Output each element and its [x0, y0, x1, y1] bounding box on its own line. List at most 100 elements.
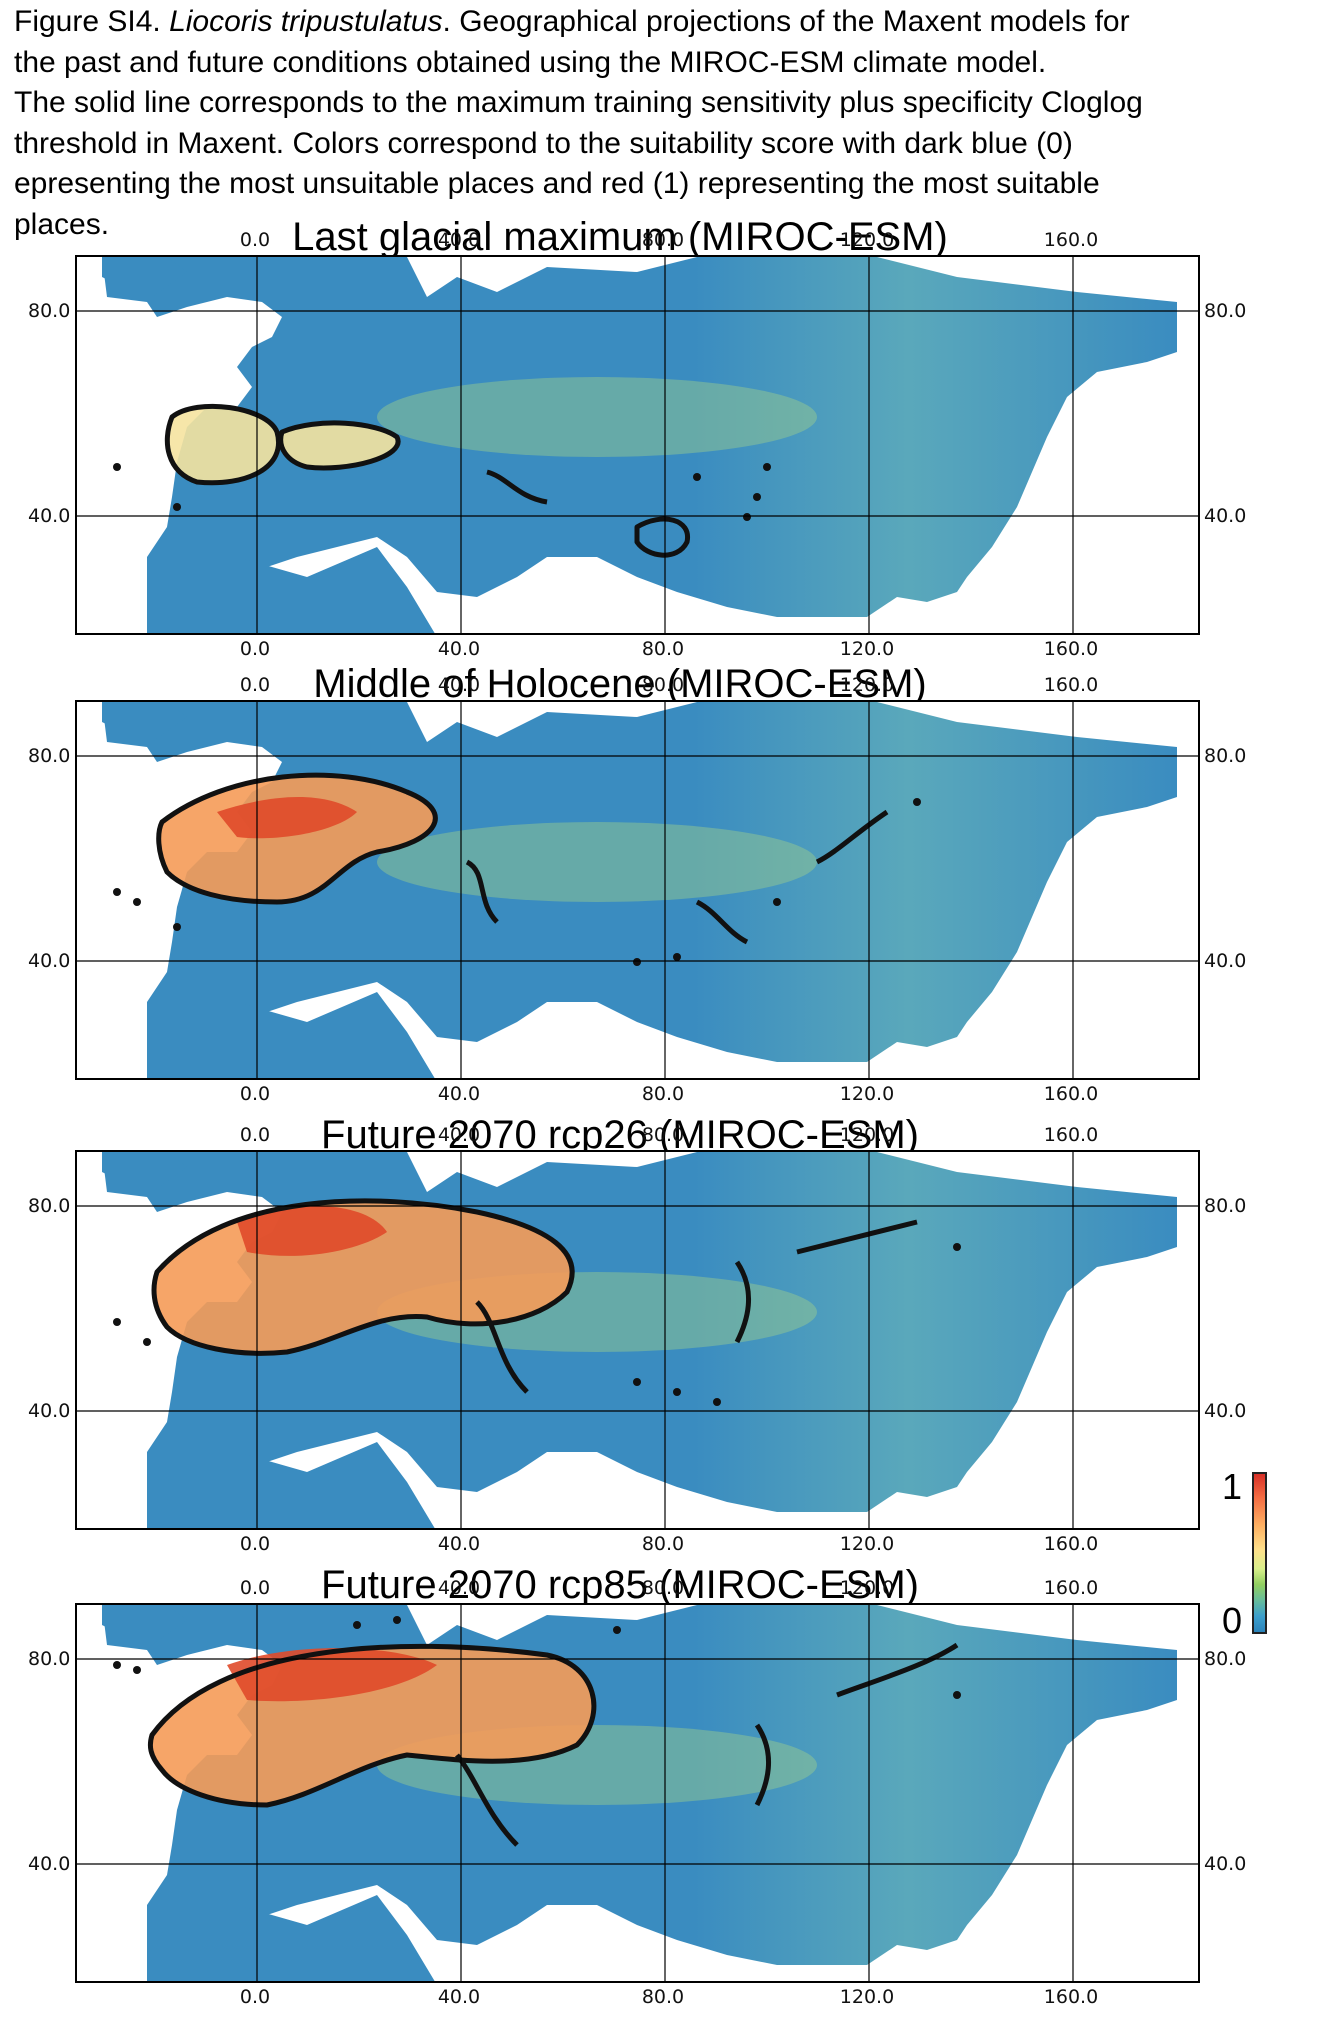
- threshold-point: [393, 1616, 401, 1624]
- threshold-point: [173, 503, 181, 511]
- threshold-point: [753, 493, 761, 501]
- colorbar-min-label: 0: [1222, 1600, 1243, 1641]
- panel-title-lgm: Last glacial maximum (MIROC-ESM): [292, 215, 948, 259]
- lat-tick-label-left: 80.0: [28, 745, 71, 767]
- greenland-landmass: [102, 702, 187, 742]
- threshold-point: [953, 1243, 961, 1251]
- lon-tick-label-bottom: 40.0: [437, 1083, 481, 1105]
- lat-tick-label-right: 40.0: [1204, 505, 1247, 527]
- threshold-point: [113, 888, 121, 896]
- lon-tick-label-bottom: 160.0: [1043, 638, 1099, 660]
- threshold-contour-line: [796, 1219, 918, 1255]
- greenland-landmass: [102, 257, 187, 297]
- threshold-contour-line: [634, 516, 690, 558]
- lon-tick-label-bottom: 80.0: [641, 1533, 685, 1555]
- threshold-contour-line: [465, 859, 499, 924]
- threshold-contour-line: [754, 1723, 772, 1807]
- lat-tick-label-left: 80.0: [28, 300, 71, 322]
- north-africa-landmass: [147, 1895, 435, 1981]
- caption-line-3: The solid line corresponds to the maximu…: [14, 86, 1143, 119]
- lon-tick-label-bottom: 160.0: [1043, 1083, 1099, 1105]
- threshold-point: [713, 1398, 721, 1406]
- lon-tick-label-top: 0.0: [239, 229, 271, 251]
- lat-tick-label-right: 80.0: [1204, 745, 1247, 767]
- threshold-contour-line: [815, 809, 889, 865]
- threshold-point: [913, 798, 921, 806]
- lon-tick-label-bottom: 40.0: [437, 1533, 481, 1555]
- threshold-point: [673, 1388, 681, 1396]
- lat-tick-label-left: 80.0: [28, 1195, 71, 1217]
- caption-line-2: the past and future conditions obtained …: [14, 45, 1047, 79]
- suitability-map: [77, 1152, 1198, 1528]
- colorbar-max-label: 1: [1222, 1466, 1243, 1507]
- suitability-map: [77, 702, 1198, 1078]
- lat-tick-label-left: 40.0: [28, 505, 71, 527]
- lon-tick-label-bottom: 0.0: [239, 1986, 271, 2008]
- map-frame: [75, 700, 1200, 1080]
- lon-tick-label-bottom: 40.0: [437, 1986, 481, 2008]
- threshold-point: [133, 1666, 141, 1674]
- threshold-point: [173, 923, 181, 931]
- lat-tick-label-left: 40.0: [28, 950, 71, 972]
- threshold-contour-line: [455, 1753, 519, 1847]
- lon-tick-label-top: 0.0: [239, 1577, 271, 1599]
- threshold-contour-line: [151, 1198, 575, 1356]
- lon-tick-label-top: 80.0: [641, 229, 685, 251]
- caption-line-4: threshold in Maxent. Colors correspond t…: [14, 126, 1073, 160]
- lon-tick-label-top: 120.0: [839, 674, 895, 696]
- lon-tick-label-bottom: 0.0: [239, 1533, 271, 1555]
- lat-tick-label-left: 80.0: [28, 1648, 71, 1670]
- lon-tick-label-top: 160.0: [1043, 674, 1099, 696]
- figure-caption: Figure SI4. Liocoris tripustulatus. Geog…: [14, 2, 1314, 245]
- lon-tick-label-top: 120.0: [839, 1124, 895, 1146]
- lon-tick-label-bottom: 80.0: [641, 1986, 685, 2008]
- lat-tick-label-right: 80.0: [1204, 1195, 1247, 1217]
- map-frame: [75, 1150, 1200, 1530]
- lon-tick-label-bottom: 160.0: [1043, 1986, 1099, 2008]
- high-suitability-zone: [217, 797, 357, 839]
- lat-tick-label-left: 40.0: [28, 1853, 71, 1875]
- lon-tick-label-top: 40.0: [437, 1124, 481, 1146]
- threshold-point: [113, 1318, 121, 1326]
- threshold-contour-line: [695, 899, 749, 945]
- panel-title-mid-holocene: Middle of Holocene (MIROC-ESM): [313, 662, 927, 706]
- lon-tick-label-bottom: 120.0: [839, 1533, 895, 1555]
- caption-line-1: Figure SI4. Liocoris tripustulatus. Geog…: [14, 5, 1130, 38]
- threshold-point: [113, 463, 121, 471]
- threshold-point: [613, 1626, 621, 1634]
- caption-line-5: epresenting the most unsuitable places a…: [14, 167, 1100, 200]
- high-suitability-zone: [280, 422, 399, 468]
- high-suitability-zone: [158, 775, 436, 902]
- lon-tick-label-bottom: 80.0: [641, 1083, 685, 1105]
- north-africa-landmass: [147, 992, 435, 1078]
- lat-tick-label-right: 40.0: [1204, 950, 1247, 972]
- lon-tick-label-bottom: 0.0: [239, 1083, 271, 1105]
- threshold-point: [633, 958, 641, 966]
- threshold-point: [353, 1621, 361, 1629]
- threshold-contour-line: [475, 1300, 529, 1394]
- lon-tick-label-top: 160.0: [1043, 1124, 1099, 1146]
- high-suitability-zone: [237, 1205, 387, 1256]
- greenland-landmass: [102, 1152, 187, 1192]
- threshold-point: [133, 898, 141, 906]
- north-africa-landmass: [147, 547, 435, 633]
- threshold-contour-line: [836, 1642, 959, 1698]
- eurasia-landmass: [102, 257, 1177, 617]
- lon-tick-label-top: 160.0: [1043, 1577, 1099, 1599]
- threshold-contour-line: [156, 772, 438, 905]
- north-africa-landmass: [147, 1442, 435, 1528]
- threshold-contour-line: [278, 420, 401, 471]
- lat-tick-label-right: 80.0: [1204, 300, 1247, 322]
- threshold-point: [693, 473, 701, 481]
- lon-tick-label-top: 120.0: [839, 1577, 895, 1599]
- suitability-colorbar: [1252, 1472, 1267, 1634]
- lon-tick-label-bottom: 40.0: [437, 638, 481, 660]
- lat-tick-label-right: 40.0: [1204, 1400, 1247, 1422]
- lon-tick-label-bottom: 80.0: [641, 638, 685, 660]
- lon-tick-label-bottom: 160.0: [1043, 1533, 1099, 1555]
- panel-title-rcp85: Future 2070 rcp85 (MIROC-ESM): [321, 1563, 919, 1607]
- high-suitability-zone: [167, 406, 279, 483]
- threshold-contour-line: [164, 403, 281, 486]
- lon-tick-label-top: 0.0: [239, 1124, 271, 1146]
- lon-tick-label-bottom: 0.0: [239, 638, 271, 660]
